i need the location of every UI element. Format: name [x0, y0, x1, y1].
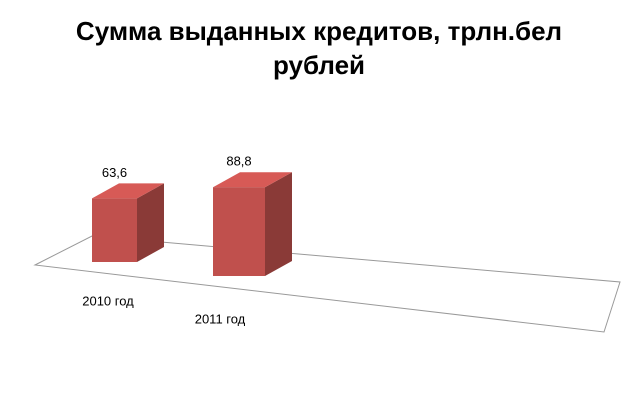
bar-top — [92, 183, 164, 199]
bar-side — [137, 183, 164, 262]
bar — [92, 198, 137, 262]
chart-title: Сумма выданных кредитов, трлн.бел рублей — [75, 16, 563, 80]
x-tick-label: 2010 год — [82, 293, 134, 308]
bar-top — [213, 172, 292, 188]
value-label: 63,6 — [102, 165, 127, 180]
bar-side — [265, 172, 292, 276]
bar — [213, 187, 265, 276]
x-tick-label: 2011 год — [195, 311, 246, 326]
value-label: 88,8 — [226, 154, 251, 169]
floor — [33, 235, 621, 333]
